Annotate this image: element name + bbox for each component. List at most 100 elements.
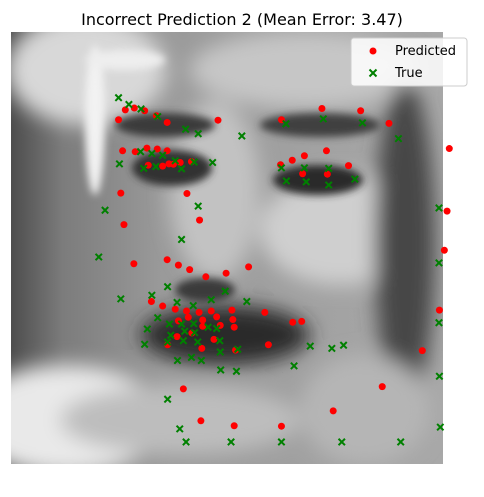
true-point (282, 177, 291, 185)
predicted-point (288, 156, 296, 164)
true-point (237, 132, 246, 140)
predicted-point (179, 385, 187, 393)
true-point (173, 298, 181, 307)
predicted-point (174, 261, 182, 269)
predicted-point (173, 333, 181, 341)
true-point (165, 320, 174, 328)
legend-label-predicted: Predicted (395, 44, 456, 59)
true-point (394, 134, 403, 143)
predicted-point (222, 269, 230, 277)
true-point (114, 93, 123, 102)
true-point (358, 118, 367, 127)
true-point (242, 297, 251, 306)
true-point (177, 235, 186, 244)
true-point (180, 327, 189, 336)
true-point (216, 366, 225, 374)
predicted-point (117, 189, 125, 197)
true-point (101, 206, 109, 215)
true-point (163, 282, 172, 291)
predicted-point (131, 148, 139, 156)
predicted-point (289, 318, 297, 326)
predicted-point (195, 308, 203, 316)
predicted-point (329, 407, 337, 415)
predicted-point (130, 104, 138, 112)
true-point (139, 164, 148, 173)
predicted-point (298, 317, 306, 325)
true-point (193, 338, 202, 346)
predicted-point (214, 116, 222, 124)
predicted-point (183, 190, 191, 198)
true-point (190, 158, 199, 166)
predicted-point (345, 162, 352, 170)
true-point (215, 336, 224, 345)
predicted-point (171, 305, 179, 313)
predicted-point (159, 302, 167, 310)
true-point (194, 202, 203, 211)
predicted-point (277, 422, 285, 430)
predicted-point (318, 105, 326, 112)
true-point (116, 294, 125, 303)
legend-item-true: True (368, 66, 423, 81)
true-point (189, 319, 198, 328)
predicted-point (443, 207, 451, 215)
chart-title: Incorrect Prediction 2 (Mean Error: 3.47… (81, 10, 403, 29)
predicted-point (176, 159, 184, 166)
true-point (153, 112, 162, 121)
predicted-point (165, 160, 173, 168)
predicted-point (300, 152, 308, 160)
true-point (190, 328, 199, 337)
predicted-point (186, 266, 194, 274)
true-point (175, 424, 184, 433)
true-point (319, 114, 328, 123)
predicted-point (357, 107, 365, 115)
predicted-point (230, 323, 238, 331)
legend-marker-predicted (369, 47, 377, 55)
true-point (435, 258, 443, 267)
true-point (324, 181, 333, 189)
true-point (350, 175, 359, 184)
true-point (140, 340, 149, 349)
predicted-point (183, 307, 190, 315)
true-point (194, 129, 203, 138)
predicted-point (197, 417, 205, 425)
legend-label-true: True (394, 66, 423, 81)
true-point (435, 204, 443, 212)
true-point (232, 367, 241, 376)
true-point (277, 438, 286, 446)
true-point (300, 163, 309, 172)
true-point (277, 163, 286, 172)
true-point (327, 344, 336, 353)
true-point (143, 325, 152, 333)
predicted-point (229, 316, 237, 324)
true-point (166, 331, 175, 340)
true-series (94, 93, 445, 446)
legend-item-predicted: Predicted (369, 44, 456, 59)
predicted-point (445, 145, 453, 153)
true-point (221, 287, 230, 296)
true-point (216, 348, 225, 356)
true-point (189, 301, 198, 310)
true-point (337, 438, 346, 446)
legend: Predicted True (350, 37, 468, 87)
true-point (208, 158, 217, 167)
true-point (282, 119, 290, 128)
predicted-point (184, 313, 192, 321)
predicted-series (115, 104, 453, 430)
face-image (11, 32, 443, 464)
legend-box (350, 37, 468, 87)
predicted-point (435, 306, 443, 314)
predicted-point (299, 170, 307, 178)
predicted-point (207, 307, 215, 315)
predicted-point (119, 147, 127, 155)
true-point (115, 159, 124, 168)
true-point (290, 361, 298, 370)
true-point (324, 164, 333, 173)
predicted-point (418, 347, 426, 355)
predicted-point (130, 260, 138, 268)
predicted-point (202, 273, 210, 281)
true-point (137, 105, 145, 113)
predicted-point (322, 147, 330, 155)
true-point (339, 341, 348, 350)
true-point (124, 100, 133, 109)
true-point (163, 338, 172, 346)
